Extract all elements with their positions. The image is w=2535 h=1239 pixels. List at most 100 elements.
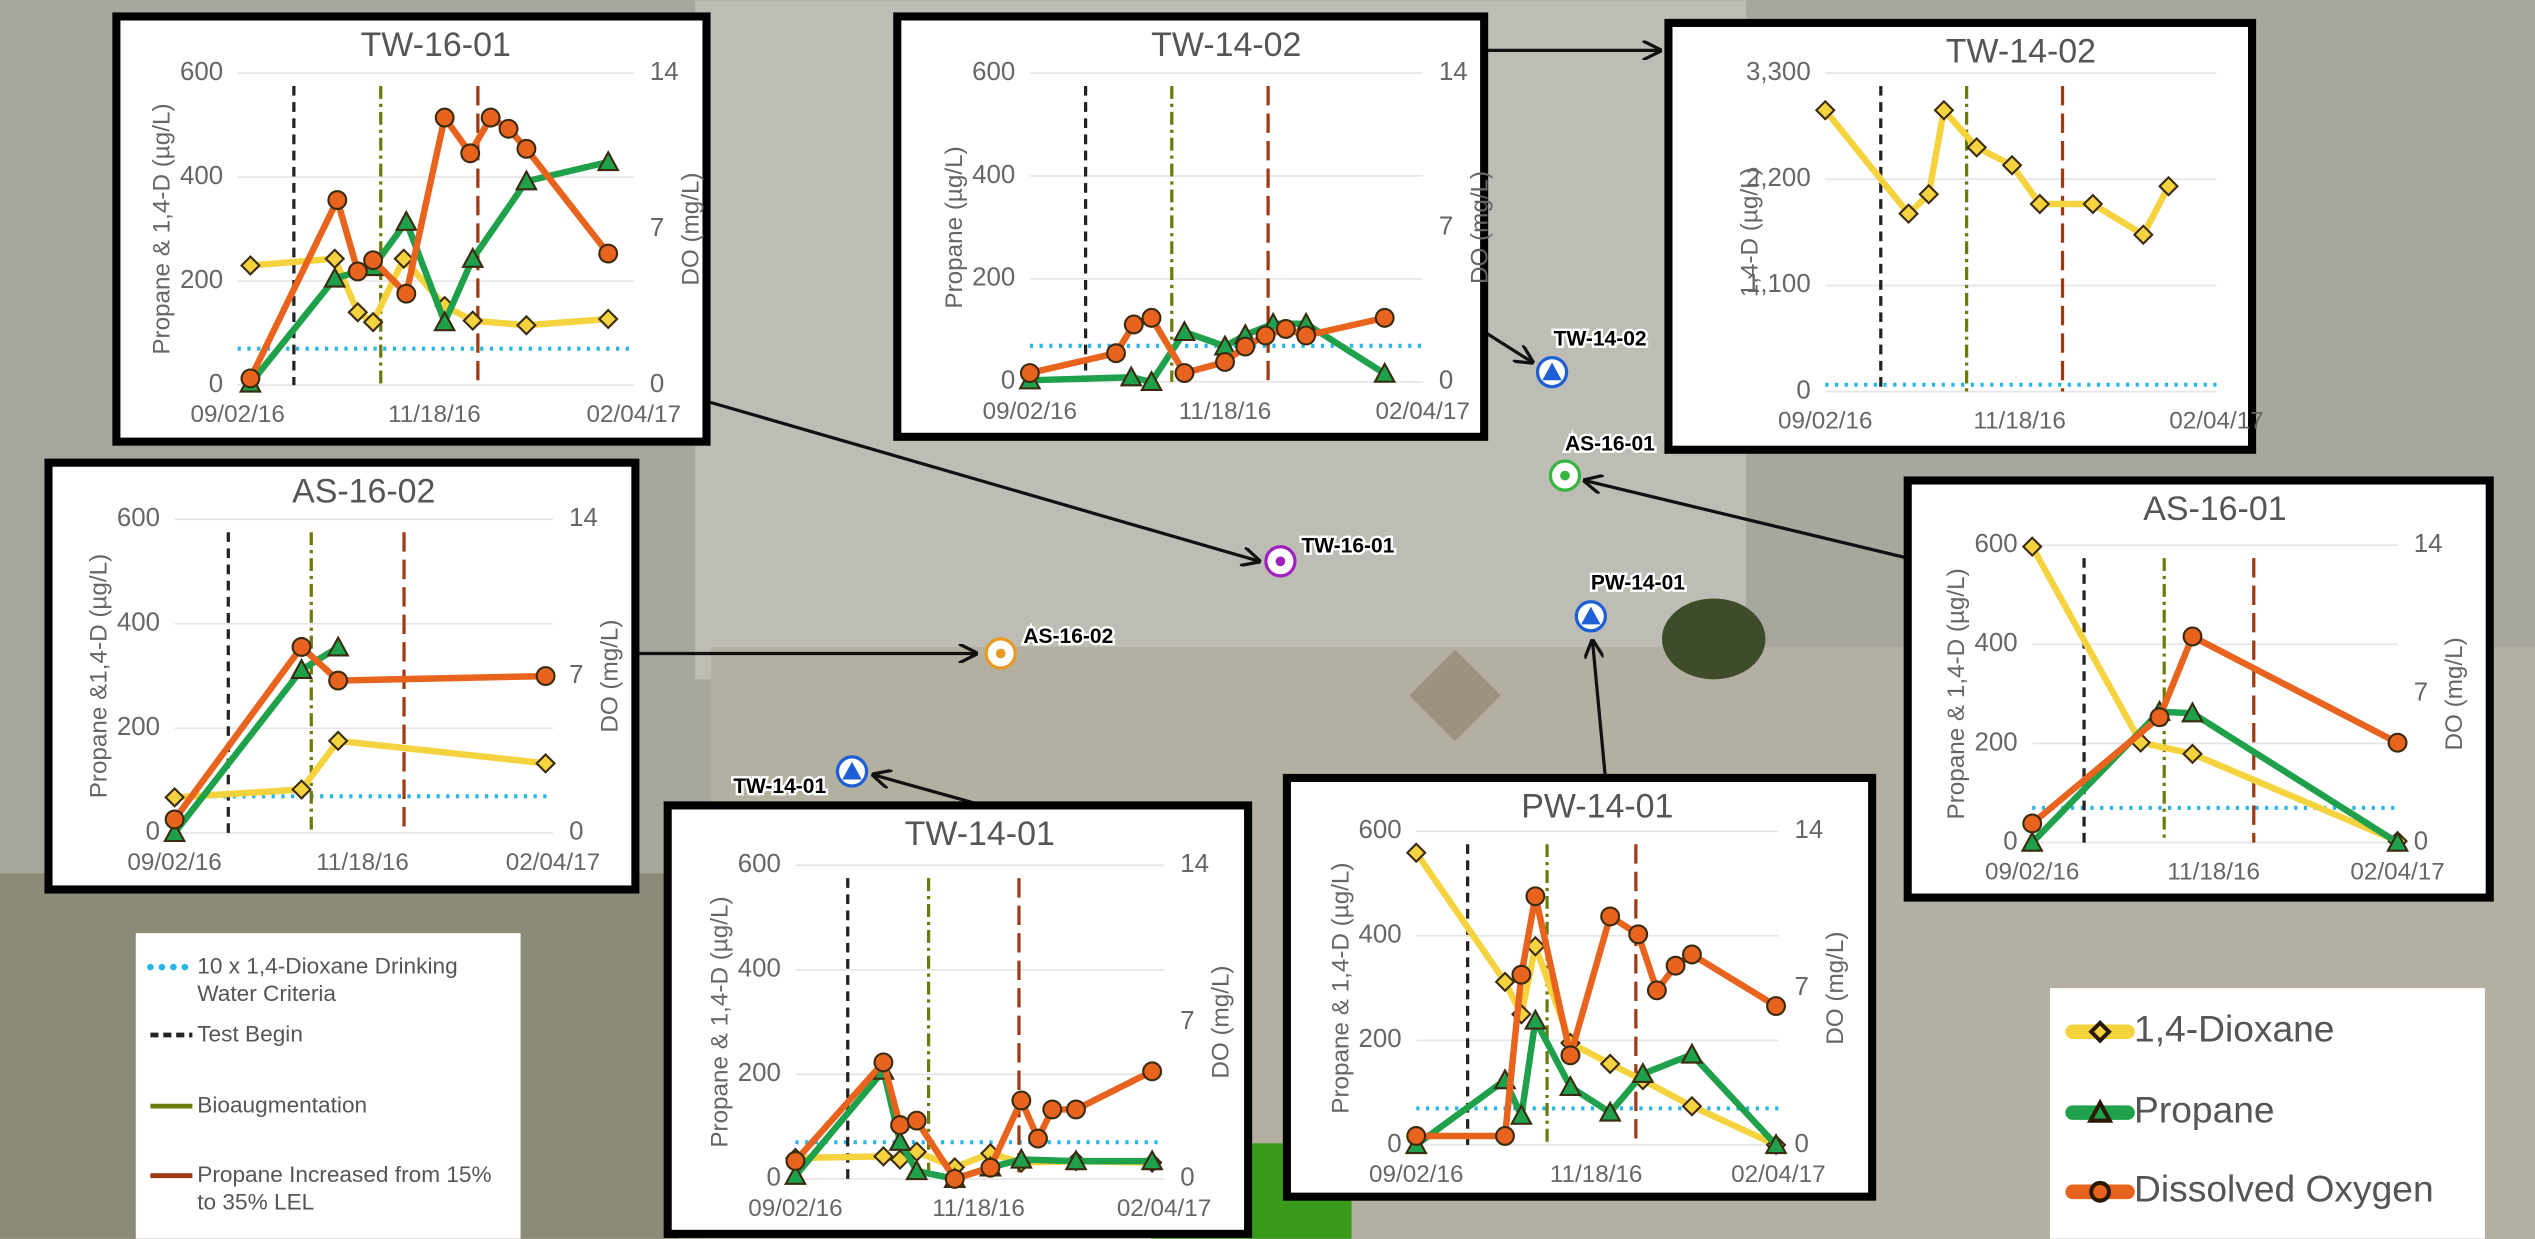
data-point [1966, 136, 1988, 158]
data-point [290, 657, 313, 679]
x-tick-label: 02/04/17 [587, 401, 681, 428]
chart-title: AS-16-02 [292, 472, 435, 510]
data-point [516, 314, 537, 336]
legend-label: Dissolved Oxygen [2134, 1168, 2434, 1210]
well-label: TW-14-02 [1554, 327, 1647, 350]
data-point [1140, 1149, 1164, 1171]
well-label: TW-16-01 [1301, 534, 1394, 557]
y-tick-label: 200 [117, 713, 160, 741]
y-tick-label: 2,200 [1746, 164, 1811, 192]
data-point [1814, 99, 1836, 121]
data-point [1631, 1061, 1655, 1083]
data-point [1275, 318, 1296, 339]
data-point [323, 266, 347, 288]
series-line [2030, 633, 2400, 826]
data-point [291, 779, 312, 800]
data-point [1106, 343, 1126, 364]
chart: AS-16-01 0 200 400 600 0 7 14 09/02/16 11/18/16 02… [1903, 476, 2494, 902]
legend-marker [2089, 1180, 2112, 1203]
y-axis-label: Propane & 1,4-D (µg/L) [1327, 863, 1354, 1114]
legend-entry: Bioaugmentation [197, 1091, 368, 1118]
data-point [240, 255, 261, 276]
y2-axis-label: DO (mg/L) [677, 172, 704, 285]
data-point [1119, 365, 1143, 387]
x-tick-label: 11/18/16 [932, 1195, 1025, 1222]
series-line [2029, 708, 2400, 846]
data-point [1598, 1100, 1622, 1122]
x-tick-label: 11/18/16 [388, 401, 481, 428]
x-tick-label: 11/18/16 [2167, 859, 2260, 886]
x-tick-label: 11/18/16 [1973, 408, 2066, 435]
x-tick-label: 02/04/17 [1376, 398, 1470, 425]
data-point [1680, 1042, 1704, 1064]
x-tick-label: 09/02/16 [1778, 408, 1872, 435]
data-point [1918, 183, 1940, 205]
data-point [535, 666, 556, 687]
y2-tick-label: 0 [1439, 367, 1453, 395]
x-tick-label: 09/02/16 [190, 401, 284, 428]
data-point [2149, 707, 2170, 728]
y-tick-label: 400 [1359, 921, 1402, 949]
chart-title: TW-14-02 [1151, 26, 1301, 64]
y-tick-label: 0 [1001, 367, 1015, 395]
data-point [873, 1052, 894, 1073]
data-point [1019, 363, 1040, 383]
series-line [172, 643, 546, 822]
well-icon [1560, 470, 1570, 481]
y2-tick-label: 0 [2414, 827, 2428, 855]
data-point [480, 107, 501, 128]
shrub [1661, 598, 1766, 680]
data-point [362, 311, 384, 333]
data-point [1374, 307, 1395, 328]
data-point [535, 753, 556, 774]
y2-tick-label: 7 [1180, 1007, 1194, 1035]
y-axis-label: Propane & 1,4-D (µg/L) [1943, 568, 1970, 819]
y-tick-label: 200 [1359, 1025, 1402, 1053]
data-point [888, 1129, 912, 1151]
y2-tick-label: 0 [1180, 1164, 1194, 1192]
y-tick-label: 1,100 [1746, 270, 1811, 298]
chart-title: TW-14-02 [1946, 33, 2096, 71]
y2-tick-label: 14 [1180, 850, 1209, 878]
data-point [1766, 996, 1786, 1016]
data-point [2021, 536, 2043, 557]
data-point [1066, 1099, 1086, 1120]
legend-label: 10 x 1,4-Dioxane Drinking Water Criteria [197, 952, 458, 1006]
data-point [2386, 830, 2410, 852]
legend-entry: Test Begin [197, 1020, 303, 1046]
series-line [247, 158, 609, 386]
y2-tick-label: 7 [569, 661, 583, 689]
y2-tick-label: 7 [1795, 973, 1809, 1001]
data-point [164, 786, 185, 808]
data-point [326, 635, 350, 657]
data-point [1172, 320, 1196, 342]
data-point [944, 1168, 965, 1189]
data-point [1898, 203, 1919, 225]
chart: TW-14-02 0 200 400 600 0 7 14 09/02/16 11/18/16 02… [893, 12, 1493, 441]
data-point [783, 1163, 807, 1185]
well-label: AS-16-02 [1023, 625, 1113, 648]
legend-entry: Propane Increased from 15% to 35% LEL [197, 1161, 491, 1214]
data-point [873, 1146, 894, 1167]
data-point [1215, 352, 1235, 372]
chart: TW-14-02 0 1,100 2,200 3,300 09/02/16 11/18/16… [1664, 18, 2264, 454]
y2-tick-label: 7 [2414, 679, 2428, 707]
legend-label: Propane [2134, 1088, 2275, 1130]
y2-tick-label: 0 [650, 370, 664, 398]
data-point [2182, 626, 2203, 647]
data-point [1933, 99, 1955, 121]
data-point [394, 209, 418, 231]
chart: TW-16-01 0 200 400 600 0 7 14 09/02/16 11/18/16 02… [112, 12, 711, 446]
y2-tick-label: 7 [650, 214, 664, 242]
y-tick-label: 3,300 [1746, 58, 1811, 86]
data-point [1525, 886, 1546, 907]
data-point [597, 308, 619, 330]
arrow [1592, 641, 1608, 779]
data-point [460, 143, 481, 164]
legend-label: Bioaugmentation [197, 1091, 368, 1118]
x-tick-label: 09/02/16 [748, 1195, 842, 1222]
chart-title: TW-14-01 [905, 815, 1055, 853]
data-point [2181, 701, 2204, 723]
data-point [327, 730, 349, 752]
